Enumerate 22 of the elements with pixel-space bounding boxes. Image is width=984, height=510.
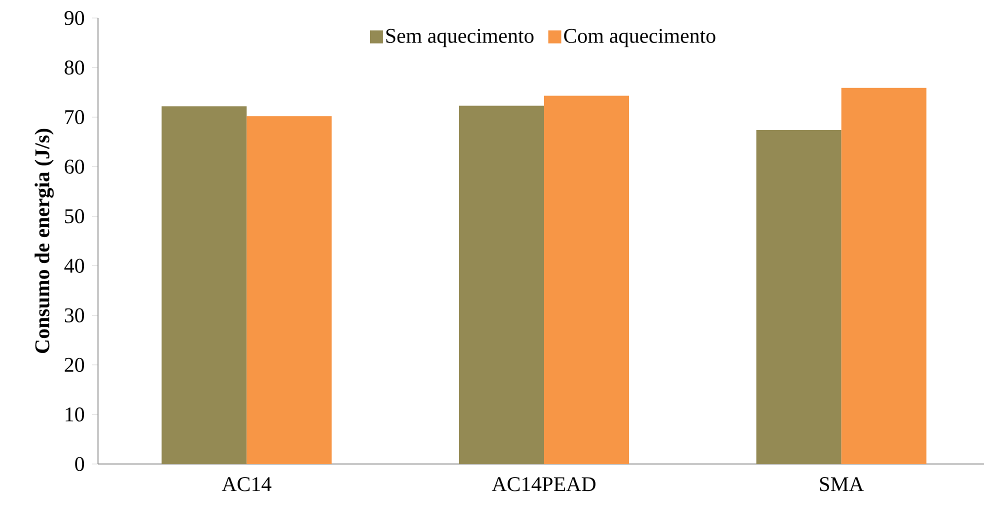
- bar: [458, 106, 544, 464]
- y-tick-label: 30: [64, 308, 84, 322]
- legend-label: Sem aquecimento: [386, 28, 534, 48]
- bar: [841, 88, 926, 464]
- y-tick-label: 40: [64, 258, 84, 273]
- x-tick-label: SMA: [820, 477, 864, 492]
- y-axis-title: Consumo de energia (J/s): [34, 128, 54, 354]
- bar: [162, 106, 247, 464]
- y-tick-label: 90: [64, 10, 84, 26]
- y-tick-label: 60: [64, 160, 84, 174]
- y-tick-label: 50: [65, 209, 84, 224]
- y-tick-label: 70: [65, 110, 84, 124]
- bar: [246, 116, 332, 464]
- y-tick-label: 0: [75, 456, 84, 472]
- y-tick-label: 10: [66, 407, 84, 422]
- y-tick-label: 20: [64, 358, 84, 372]
- legend-label: Com aquecimento: [564, 28, 716, 48]
- x-tick-label: AC14: [222, 477, 272, 492]
- y-tick-label: 80: [64, 60, 84, 75]
- bar: [756, 130, 842, 464]
- x-tick-label: AC14PEAD: [492, 477, 596, 492]
- bar: [544, 96, 630, 464]
